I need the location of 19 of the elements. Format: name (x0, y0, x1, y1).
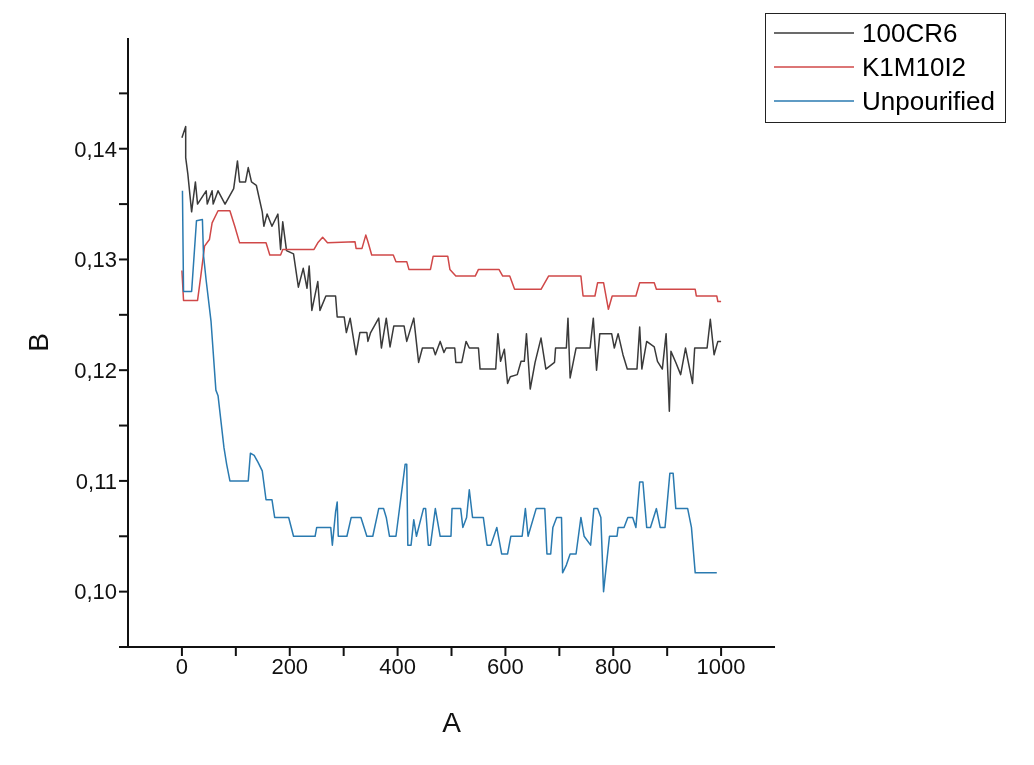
x-tick-label: 400 (379, 653, 416, 679)
line-series (181, 209, 722, 311)
y-axis-title: B (22, 333, 54, 352)
y-tick-label: 0,10 (74, 579, 117, 605)
legend-label: K1M10I2 (862, 51, 967, 84)
legend-label: 100CR6 (862, 17, 958, 50)
y-tick-label: 0,11 (75, 468, 117, 494)
y-tick-label: 0,12 (74, 357, 117, 383)
legend-label: Unpourified (862, 85, 995, 118)
x-tick-label: 0 (175, 653, 189, 679)
x-tick-label: 600 (487, 653, 524, 679)
x-tick-label: 200 (271, 653, 309, 679)
x-tick-label: 800 (594, 653, 632, 679)
y-tick-label: 0,13 (74, 247, 117, 273)
y-tick-label: 0,14 (74, 136, 117, 162)
line-series (181, 125, 722, 412)
x-tick-label: 1000 (696, 653, 746, 679)
x-axis-title: A (442, 707, 462, 738)
line-series (181, 190, 718, 593)
